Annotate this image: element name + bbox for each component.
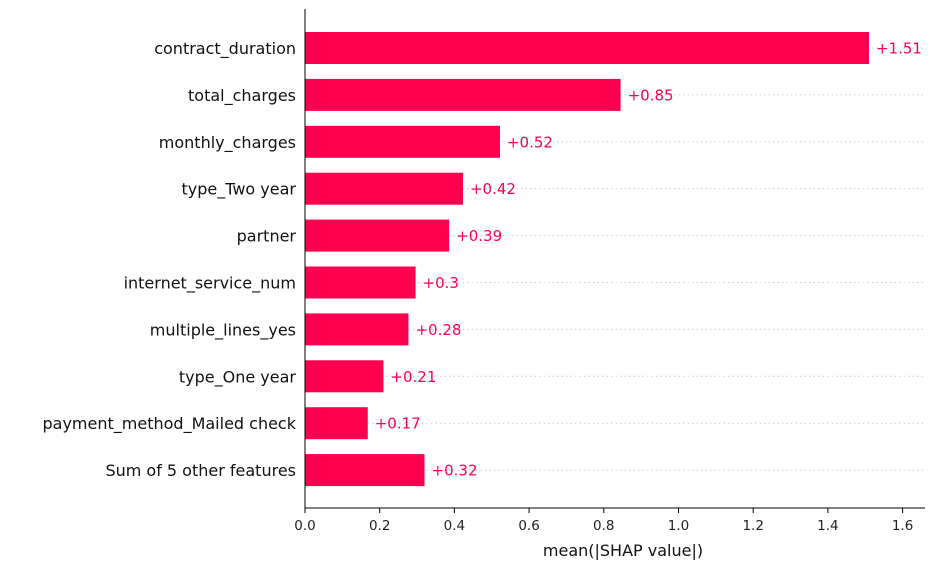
x-tick-layer: 0.0 0.2 0.4 0.6 0.8 1.0 1.2 1.4 1.6	[294, 508, 913, 534]
x-tick-label: 1.0	[668, 518, 689, 534]
bar	[305, 125, 500, 158]
x-tick-label: 0.6	[518, 518, 539, 534]
feature-label: payment_method_Mailed check	[43, 414, 297, 434]
value-label: +0.28	[415, 321, 461, 339]
bar	[305, 266, 416, 299]
value-label: +0.42	[470, 180, 516, 198]
bar	[305, 313, 409, 346]
feature-label: multiple_lines_yes	[150, 320, 296, 340]
value-label: +0.21	[390, 368, 436, 386]
bar	[305, 219, 450, 252]
x-tick-label: 0.4	[444, 518, 465, 534]
feature-label: type_Two year	[181, 180, 296, 200]
value-label: +0.39	[456, 227, 502, 245]
bar	[305, 454, 425, 487]
feature-label: monthly_charges	[159, 133, 296, 153]
bar	[305, 360, 384, 393]
feature-label-layer: contract_duration total_charges monthly_ch…	[43, 39, 297, 480]
feature-label: type_One year	[179, 367, 297, 387]
x-tick-label: 0.8	[593, 518, 614, 534]
x-tick-label: 0.2	[369, 518, 390, 534]
feature-label: contract_duration	[154, 39, 296, 59]
value-label: +0.52	[507, 133, 553, 151]
x-tick-label: 1.6	[892, 518, 913, 534]
value-label: +0.32	[432, 462, 478, 480]
x-tick-label: 1.4	[817, 518, 838, 534]
bar	[305, 32, 869, 64]
grid-layer	[305, 47, 925, 471]
value-label: +1.51	[876, 40, 922, 58]
feature-label: partner	[237, 227, 297, 246]
value-label: +0.3	[423, 274, 459, 292]
value-label: +0.17	[375, 415, 421, 433]
feature-label: total_charges	[188, 86, 296, 106]
bar	[305, 78, 621, 111]
x-tick-label: 0.0	[294, 518, 315, 534]
x-tick-label: 1.2	[742, 518, 763, 534]
x-axis-title: mean(|SHAP value|)	[543, 541, 703, 560]
value-label: +0.85	[628, 86, 674, 104]
bar	[305, 407, 368, 440]
bar	[305, 172, 463, 205]
feature-label: internet_service_num	[124, 274, 296, 294]
feature-label: Sum of 5 other features	[105, 461, 296, 480]
bar-layer	[305, 32, 869, 487]
value-label-layer: +1.51 +0.85 +0.52 +0.42 +0.39 +0.3 +0.28 +0.21 +…	[375, 40, 922, 480]
